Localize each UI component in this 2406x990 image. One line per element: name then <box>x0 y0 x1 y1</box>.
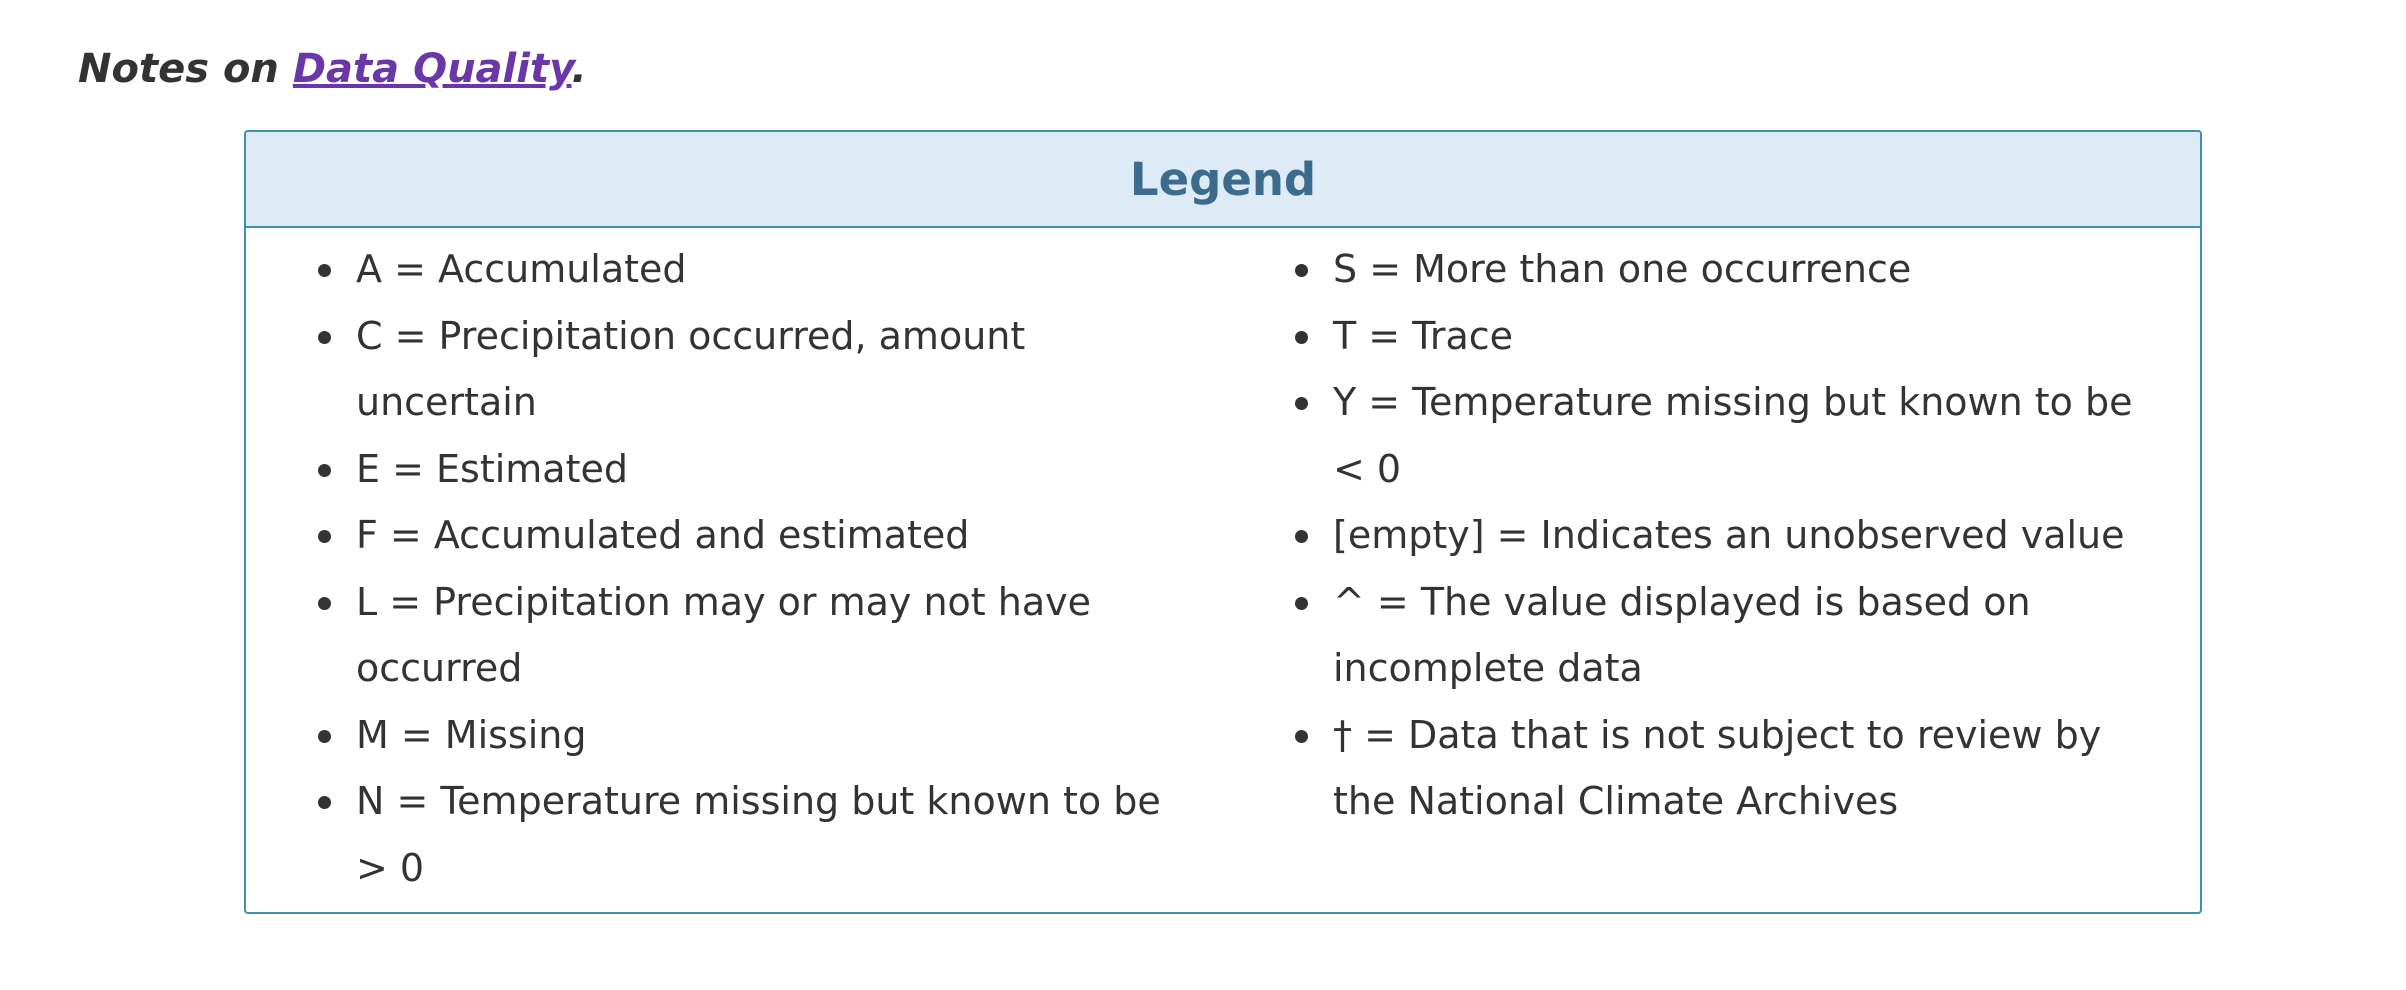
legend-item: F = Accumulated and estimated <box>318 502 1191 569</box>
bullet-icon <box>318 330 331 344</box>
legend-item-text: N = Temperature missing but known to be … <box>356 779 1161 890</box>
bullet-icon <box>318 264 331 277</box>
legend-left-list: A = Accumulated C = Precipitation occurr… <box>318 236 1191 901</box>
legend-item-text: T = Trace <box>1333 313 1514 358</box>
legend-item: M = Missing <box>318 702 1191 769</box>
legend-item-text: M = Missing <box>356 712 587 757</box>
legend-item: [empty] = Indicates an unobserved value <box>1295 502 2160 569</box>
legend-item-text: [empty] = Indicates an unobserved value <box>1333 513 2125 557</box>
legend-item: A = Accumulated <box>318 236 1191 303</box>
legend-right-column: S = More than one occurrence T = Trace Y… <box>1221 236 2200 901</box>
notes-prefix: Notes on <box>78 46 293 92</box>
legend-item-text: C = Precipitation occurred, amount uncer… <box>356 313 1026 425</box>
legend-item-text: Y = Temperature missing but known to be … <box>1333 380 2133 491</box>
legend-item: L = Precipitation may or may not have oc… <box>318 569 1191 702</box>
legend-item: S = More than one occurrence <box>1295 236 2160 303</box>
bullet-icon <box>318 596 331 610</box>
legend-item-text: F = Accumulated and estimated <box>356 513 970 557</box>
legend-item-text: E = Estimated <box>356 446 628 491</box>
legend-item-text: L = Precipitation may or may not have oc… <box>356 579 1092 691</box>
bullet-icon <box>1295 729 1308 743</box>
legend-left-column: A = Accumulated C = Precipitation occurr… <box>246 236 1221 901</box>
legend-box: Legend A = Accumulated C = Precipitation… <box>244 130 2202 914</box>
legend-item: ^ = The value displayed is based on inco… <box>1295 569 2160 702</box>
legend-right-list: S = More than one occurrence T = Trace Y… <box>1295 236 2160 835</box>
data-quality-link[interactable]: Data Quality <box>292 46 572 92</box>
bullet-icon <box>1295 397 1308 410</box>
legend-header: Legend <box>246 132 2200 228</box>
legend-body: A = Accumulated C = Precipitation occurr… <box>246 228 2200 901</box>
bullet-icon <box>318 729 331 743</box>
legend-item: C = Precipitation occurred, amount uncer… <box>318 303 1191 436</box>
legend-item: E = Estimated <box>318 436 1191 503</box>
legend-item-text: † = Data that is not subject to review b… <box>1333 712 2102 824</box>
bullet-icon <box>318 463 331 477</box>
notes-suffix: . <box>571 46 587 92</box>
bullet-icon <box>1295 264 1308 277</box>
legend-item: T = Trace <box>1295 303 2160 370</box>
bullet-icon <box>318 796 331 809</box>
legend-item: † = Data that is not subject to review b… <box>1295 702 2160 835</box>
data-quality-note: Notes on Data Quality. <box>78 46 587 92</box>
bullet-icon <box>318 530 331 543</box>
legend-item-text: A = Accumulated <box>356 247 687 291</box>
legend-title: Legend <box>1129 152 1317 206</box>
legend-item-text: S = More than one occurrence <box>1333 247 1912 291</box>
legend-item-text: ^ = The value displayed is based on inco… <box>1333 579 2031 691</box>
bullet-icon <box>1295 596 1308 610</box>
bullet-icon <box>1295 530 1308 543</box>
legend-item: Y = Temperature missing but known to be … <box>1295 369 2160 502</box>
legend-item: N = Temperature missing but known to be … <box>318 768 1191 901</box>
bullet-icon <box>1295 330 1308 344</box>
